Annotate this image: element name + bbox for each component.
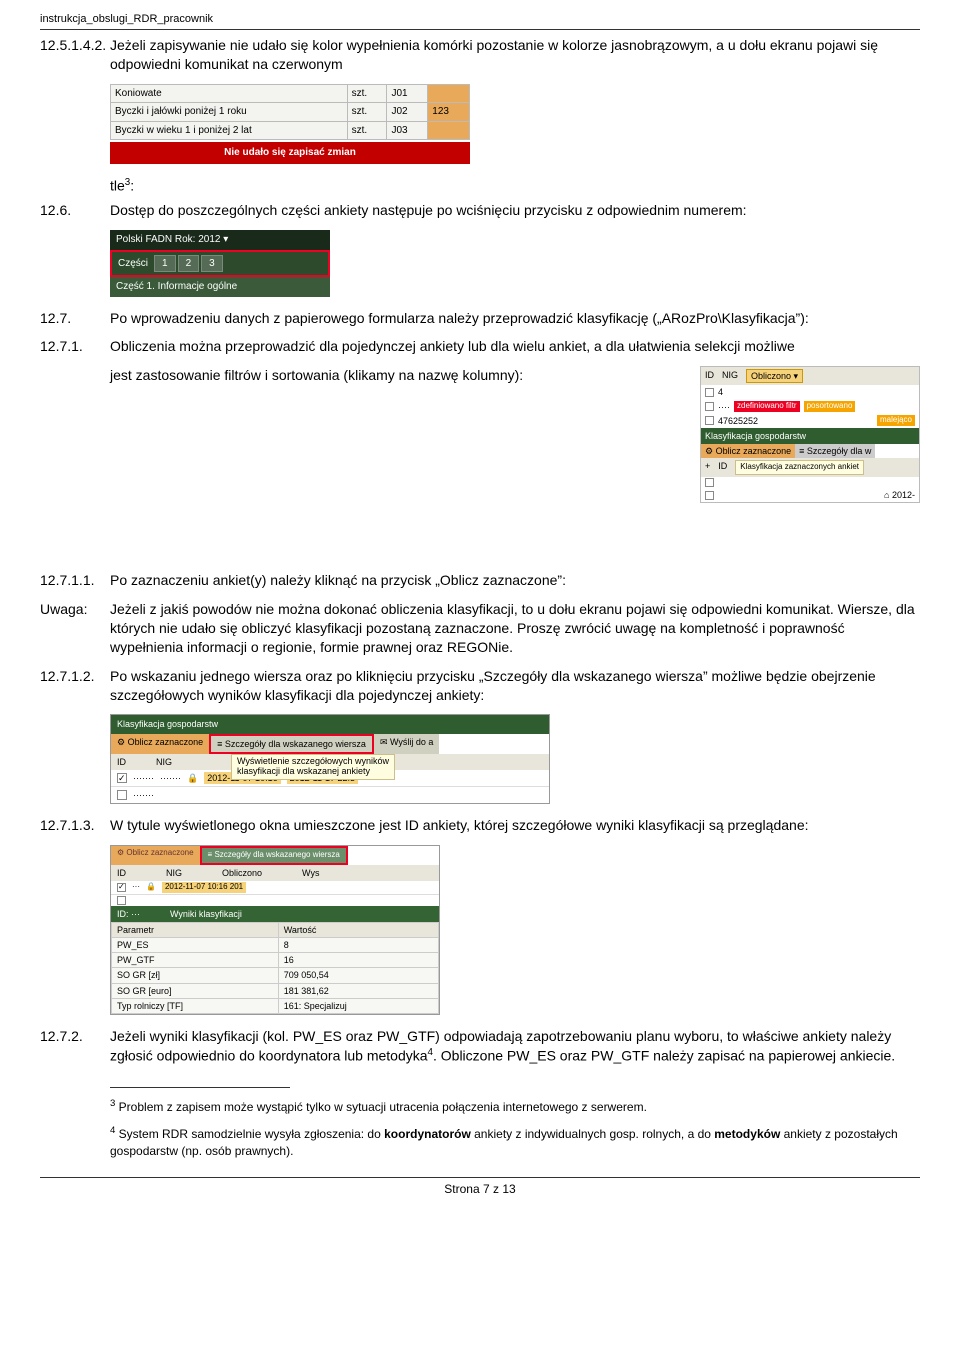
section-number: 12.7. bbox=[40, 309, 110, 328]
screenshot-error-save: Koniowateszt.J01 Byczki i jałówki poniże… bbox=[110, 84, 920, 164]
tooltip: Wyświetlenie szczegółowych wynikówklasyf… bbox=[231, 754, 395, 780]
section-12-7-1: 12.7.1. Obliczenia można przeprowadzić d… bbox=[40, 337, 920, 356]
checkbox-icon[interactable] bbox=[117, 896, 126, 905]
footnote-4: 4 System RDR samodzielnie wysyła zgłosze… bbox=[110, 1125, 920, 1158]
screenshot-result-window: ⚙ Oblicz zaznaczone≡ Szczegóły dla wskaz… bbox=[110, 845, 920, 1015]
section-number: 12.7.1.3. bbox=[40, 816, 110, 835]
section-number: 12.7.1. bbox=[40, 337, 110, 356]
uwaga-label: Uwaga: bbox=[40, 600, 110, 657]
footnote-3: 3 Problem z zapisem może wystąpić tylko … bbox=[110, 1098, 920, 1115]
checkbox-icon[interactable] bbox=[705, 478, 714, 487]
checkbox-icon[interactable] bbox=[705, 416, 714, 425]
send-tab[interactable]: ✉ Wyślij do a bbox=[374, 734, 439, 754]
section-text: Po zaznaczeniu ankiet(y) należy kliknąć … bbox=[110, 571, 920, 590]
section-number: 12.7.1.2. bbox=[40, 667, 110, 686]
page-number: Strona 7 z 13 bbox=[40, 1177, 920, 1197]
section-text: W tytule wyświetlonego okna umieszczone … bbox=[110, 816, 920, 835]
screenshot-filter-sort: IDNIGObliczono ▾ 4 ····zdefiniowano filt… bbox=[700, 366, 920, 503]
error-banner: Nie udało się zapisać zmian bbox=[110, 142, 470, 164]
calc-button[interactable]: ⚙ Oblicz zaznaczone bbox=[701, 444, 795, 458]
section-text: Jeżeli zapisywanie nie udało się kolor w… bbox=[110, 36, 920, 74]
part-button[interactable]: 3 bbox=[201, 255, 223, 273]
checkbox-icon[interactable] bbox=[117, 883, 126, 892]
section-12-7: 12.7. Po wprowadzeniu danych z papierowe… bbox=[40, 309, 920, 328]
uwaga-text: Jeżeli z jakiś powodów nie można dokonać… bbox=[110, 600, 920, 657]
section-number: 12.6. bbox=[40, 201, 110, 220]
checkbox-icon[interactable] bbox=[117, 773, 127, 783]
tle-line: tle3: bbox=[110, 176, 920, 196]
section-number: 12.7.2. bbox=[40, 1027, 110, 1046]
section-text: Obliczenia można przeprowadzić dla pojed… bbox=[110, 337, 920, 356]
section-text: Jeżeli wyniki klasyfikacji (kol. PW_ES o… bbox=[110, 1027, 920, 1065]
screenshot-parts-nav: Polski FADN Rok: 2012 ▾ Części 1 2 3 Czę… bbox=[110, 230, 920, 297]
section-12-7-1-cont: IDNIGObliczono ▾ 4 ····zdefiniowano filt… bbox=[110, 366, 920, 503]
checkbox-icon[interactable] bbox=[117, 790, 127, 800]
parts-row: Części 1 2 3 bbox=[110, 250, 330, 278]
section-12-5-1-4-2: 12.5.1.4.2. Jeżeli zapisywanie nie udało… bbox=[40, 36, 920, 74]
section-12-6: 12.6. Dostęp do poszczególnych części an… bbox=[40, 201, 920, 220]
section-12-7-1-1: 12.7.1.1. Po zaznaczeniu ankiet(y) należ… bbox=[40, 571, 920, 590]
part-button[interactable]: 1 bbox=[154, 255, 176, 273]
doc-header: instrukcja_obslugi_RDR_pracownik bbox=[40, 12, 920, 30]
footnote-separator bbox=[110, 1087, 290, 1088]
screenshot-details-row: Klasyfikacja gospodarstw ⚙ Oblicz zaznac… bbox=[110, 714, 920, 804]
section-12-7-1-3: 12.7.1.3. W tytule wyświetlonego okna um… bbox=[40, 816, 920, 835]
section-text: Po wskazaniu jednego wiersza oraz po kli… bbox=[110, 667, 920, 705]
section-12-7-1-2: 12.7.1.2. Po wskazaniu jednego wiersza o… bbox=[40, 667, 920, 705]
checkbox-icon[interactable] bbox=[705, 388, 714, 397]
section-text: Po wprowadzeniu danych z papierowego for… bbox=[110, 309, 920, 328]
calc-tab[interactable]: ⚙ Oblicz zaznaczone bbox=[111, 734, 209, 754]
section-number: 12.7.1.1. bbox=[40, 571, 110, 590]
result-table: ParametrWartość PW_ES8 PW_GTF16 SO GR [z… bbox=[111, 922, 439, 1014]
lock-icon: 🔒 bbox=[146, 882, 156, 893]
checkbox-icon[interactable] bbox=[705, 402, 714, 411]
section-text: Dostęp do poszczególnych części ankiety … bbox=[110, 201, 920, 220]
details-tab[interactable]: ≡ Szczegóły dla wskazanego wiersza bbox=[209, 734, 374, 754]
part-button[interactable]: 2 bbox=[178, 255, 200, 273]
uwaga-block: Uwaga: Jeżeli z jakiś powodów nie można … bbox=[40, 600, 920, 657]
section-12-7-2: 12.7.2. Jeżeli wyniki klasyfikacji (kol.… bbox=[40, 1027, 920, 1065]
part-title: Część 1. Informacje ogólne bbox=[110, 277, 330, 297]
lock-icon: 🔒 bbox=[187, 772, 198, 784]
nav-title: Polski FADN Rok: 2012 ▾ bbox=[110, 230, 330, 250]
section-number: 12.5.1.4.2. bbox=[40, 36, 110, 55]
checkbox-icon[interactable] bbox=[705, 491, 714, 500]
